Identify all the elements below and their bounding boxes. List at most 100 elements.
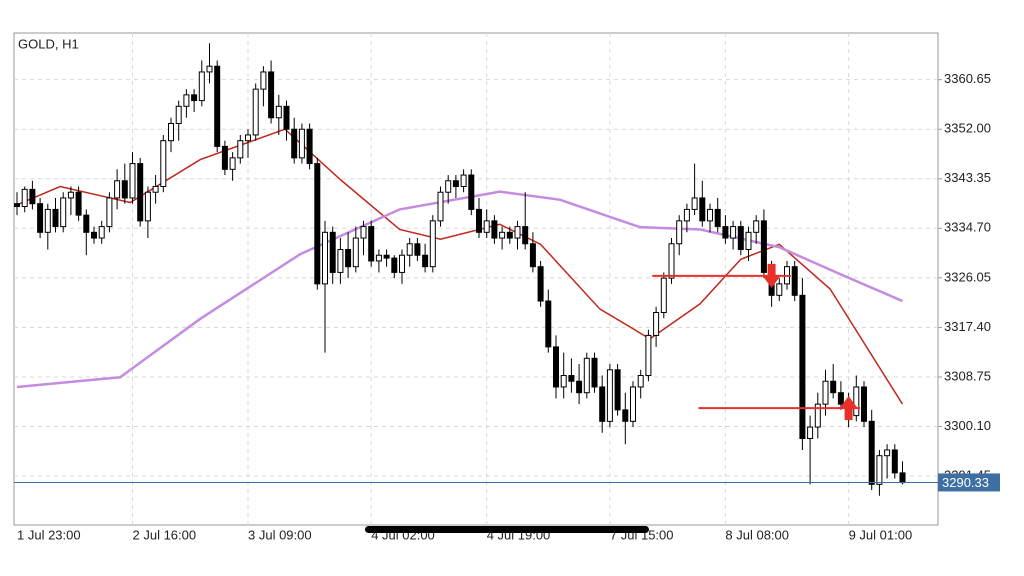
scroll-indicator [365,526,649,533]
candle-body [714,208,721,228]
candle-body [29,188,36,205]
candle-body [476,208,482,233]
candle-body [529,243,536,268]
candle-body [252,88,259,136]
candle-body [437,191,444,222]
chart-title: GOLD, H1 [18,36,79,51]
candle-body [576,380,583,394]
candle-body [630,386,636,422]
candle-body [298,128,305,159]
x-tick-label: 9 Jul 01:00 [849,527,913,542]
candle-body [229,157,236,170]
candle-body [891,449,898,474]
y-tick-label: 3334.70 [944,220,991,235]
candle-body [637,375,644,388]
candle-body [121,180,128,199]
candle-body [683,208,690,222]
candle-body [737,226,744,251]
candle-body [822,380,829,405]
candle-body [375,254,382,262]
candle-body [537,266,544,302]
candle-body [861,386,867,422]
candle-body [691,197,698,210]
candle-body [506,231,513,239]
candle-body [545,300,552,348]
candle-body [314,163,321,285]
candle-body [52,208,59,228]
candle-body [837,392,844,405]
candle-body [753,220,760,233]
candle-body [560,375,567,388]
candle-body [21,188,28,208]
candle-body [67,191,74,199]
candle-body [275,105,282,119]
candle-body [83,214,90,233]
candle-body [730,226,737,239]
candle-body [583,357,590,394]
candle-body [468,174,475,210]
candle-body [391,257,398,273]
candle-body [91,231,97,239]
candle-body [760,220,767,273]
candle-body [345,249,352,268]
candle-body [676,220,683,245]
candle-body [268,71,275,119]
candle-body [514,226,521,239]
candle-body [553,346,559,388]
candle-body [37,203,44,233]
candle-body [206,65,213,73]
candle-body [160,140,167,187]
candle-body [306,128,313,165]
candle-body [368,226,375,262]
candle-body [460,174,467,187]
candle-body [44,208,51,233]
candle-body [791,266,798,296]
candle-body [568,375,575,382]
candle-body [214,65,221,147]
y-tick-label: 3308.75 [944,368,991,383]
candle-body [799,294,806,440]
candle-body [452,180,459,187]
candle-body [152,185,159,193]
candle-body [114,180,121,199]
candle-body [499,231,506,239]
candle-body [853,386,860,417]
candle-body [168,122,174,142]
trade-arrow [839,396,858,421]
candle-body [291,128,298,159]
trade-arrow [762,263,781,288]
candle-body [429,220,436,268]
candle-body [814,403,821,428]
candle-body [106,197,113,228]
candle-body [237,140,244,159]
candle-body [745,231,752,251]
moving-average [16,128,904,405]
candle-body [144,191,151,222]
candle-body [75,191,82,216]
candle-body [129,163,136,199]
candle-body [868,420,875,485]
x-tick-label: 2 Jul 16:00 [133,527,197,542]
candle-body [830,380,837,394]
candle-body [668,243,675,279]
x-tick-label: 3 Jul 09:00 [248,527,312,542]
candle-body [245,134,251,142]
candle-body [260,71,267,90]
candle-body [422,254,429,268]
candle-body [599,386,606,422]
current-price-label: 3290.33 [942,475,989,490]
candle-body [622,409,629,422]
candle-body [175,105,182,124]
candle-body [876,455,883,485]
candle-body [191,94,198,102]
candle-body [660,277,667,314]
candle-body [221,145,228,170]
y-tick-label: 3326.05 [944,269,991,284]
candle-body [722,226,729,239]
plot-layer [14,33,942,525]
candle-body [360,226,367,239]
moving-average [16,190,903,389]
candle-body [884,449,891,457]
